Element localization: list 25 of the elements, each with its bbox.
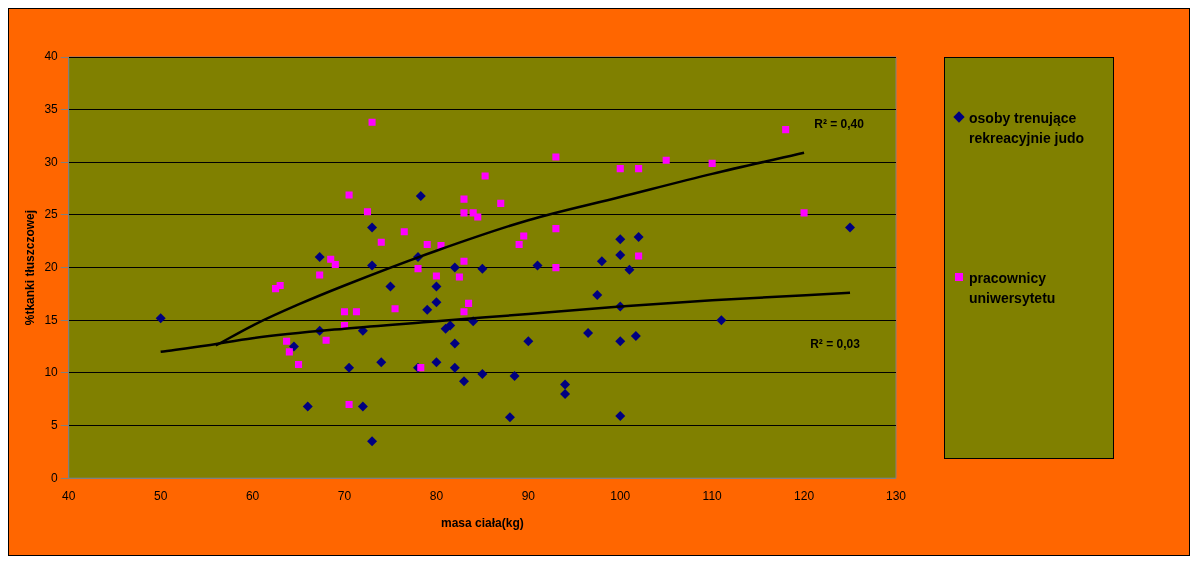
annotation: R² = 0,03: [810, 337, 861, 352]
x-tick-label: 50: [153, 488, 168, 503]
annotation: R² = 0,40: [814, 117, 865, 132]
y-tick-label: 5: [51, 417, 59, 432]
x-tick-label: 90: [521, 488, 536, 503]
y-tick-label: 35: [44, 101, 59, 116]
x-axis-title: masa ciała(kg): [441, 516, 524, 531]
y-tick-label: 40: [44, 49, 59, 64]
y-tick-label: 25: [44, 207, 59, 222]
y-tick-label: 15: [44, 312, 59, 327]
x-tick-label: 120: [794, 488, 815, 503]
legend-label: osoby trenujące rekreacyjnie judo: [969, 109, 1086, 148]
x-tick-label: 80: [429, 488, 444, 503]
y-tick-label: 0: [51, 470, 59, 485]
y-tick-label: 20: [44, 259, 59, 274]
y-tick-label: 10: [44, 365, 59, 380]
x-tick-label: 60: [245, 488, 260, 503]
x-tick-label: 70: [337, 488, 352, 503]
x-tick-label: 130: [885, 488, 907, 503]
legend-label: pracownicy uniwersytetu: [969, 269, 1057, 308]
y-axis-title: %tkanki tłuszczowej: [22, 209, 37, 326]
x-tick-label: 100: [610, 488, 631, 503]
x-tick-label: 110: [702, 488, 723, 503]
x-tick-label: 40: [62, 488, 76, 503]
y-tick-label: 30: [44, 154, 59, 169]
